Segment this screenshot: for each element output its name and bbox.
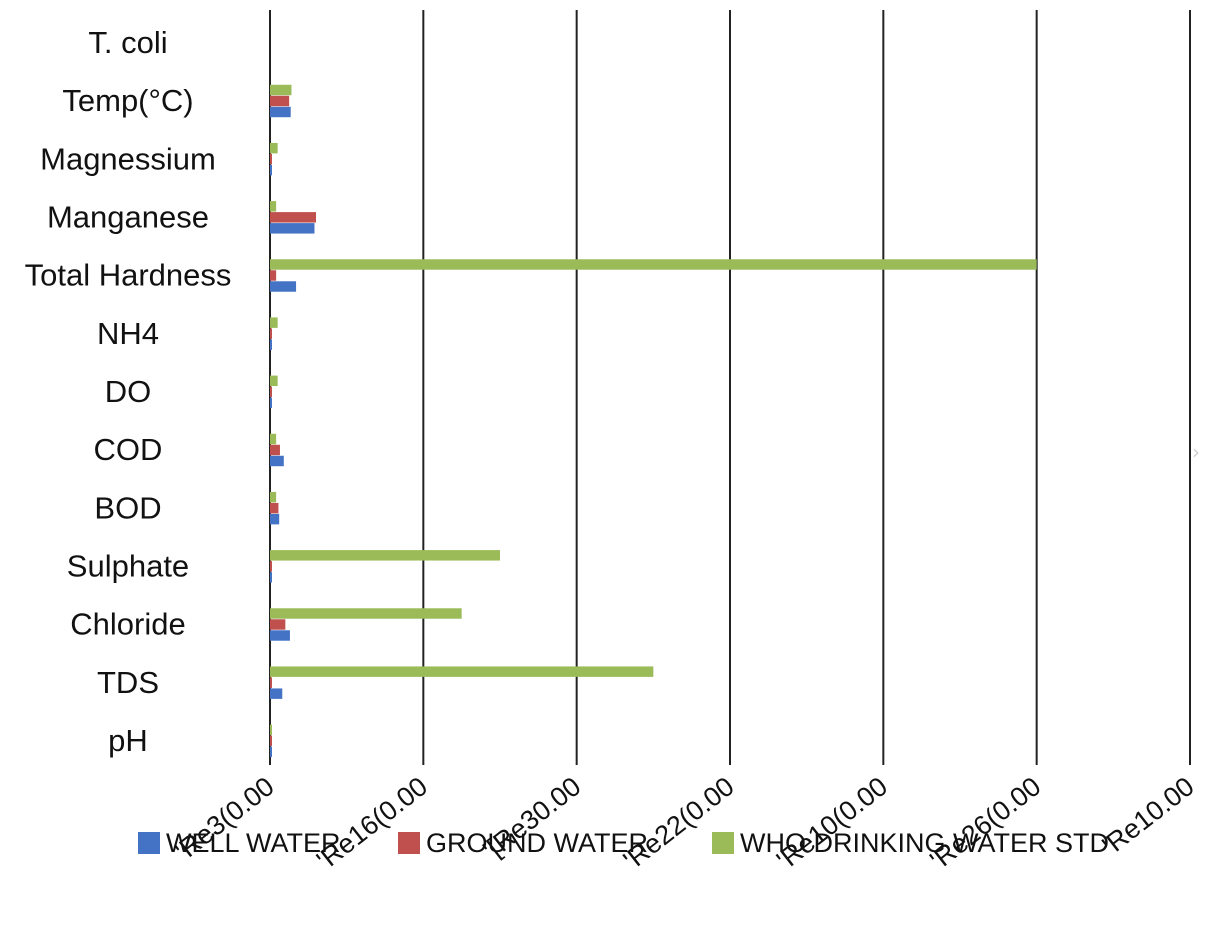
bar: [270, 688, 283, 699]
bar: [270, 153, 272, 165]
bar: [270, 339, 272, 350]
category-label: Magnessium: [40, 141, 216, 176]
category-label: T. coli: [88, 25, 167, 60]
category-labels: pH TDS Chloride Sulphate BOD COD DO NH4 Total Ha…: [25, 25, 232, 758]
legend-swatch: [712, 832, 734, 854]
bar: [270, 491, 277, 503]
bar: [270, 317, 278, 328]
x-tick-label: 'Re22(0.00: [618, 771, 740, 875]
x-tick-label: 'Re10.00: [1097, 771, 1200, 861]
bar: [270, 201, 277, 212]
x-tick-label: 'Re10(0.00: [771, 771, 893, 875]
bar: [270, 513, 280, 525]
bar: [270, 106, 291, 118]
category-label: NH4: [97, 316, 159, 351]
category-label: Total Hardness: [25, 258, 232, 293]
category-label: TDS: [97, 665, 159, 700]
legend-label: WHO DRINKING WATER STD: [740, 828, 1109, 858]
bar: [270, 281, 297, 292]
bar: [270, 375, 278, 387]
bar: [270, 270, 277, 281]
bar: [270, 677, 272, 688]
bar: [270, 619, 286, 630]
legend-label: GROUND WATER: [426, 828, 648, 858]
bar: [270, 502, 279, 514]
bar: [270, 572, 272, 583]
bar: [270, 259, 1037, 270]
gridlines: [269, 10, 1191, 765]
category-label: pH: [108, 723, 148, 758]
bars: [270, 84, 1037, 758]
bar: [270, 455, 284, 467]
bar: [270, 328, 272, 339]
category-label: DO: [105, 374, 152, 409]
category-label: BOD: [94, 490, 161, 525]
bar: [270, 746, 272, 758]
x-tick-label: 'Re26(0.00: [924, 771, 1046, 875]
bar: [270, 561, 272, 572]
bar: [270, 386, 272, 398]
bar: [270, 212, 316, 223]
legend-swatch: [398, 832, 420, 854]
x-tick-label: 'Re16(0.00: [311, 771, 433, 875]
legend-label: WELL WATER: [166, 828, 341, 858]
bar: [270, 724, 272, 736]
legend: WELL WATER GROUND WATER WHO DRINKING WATER…: [138, 828, 1109, 858]
category-label: Chloride: [70, 607, 185, 642]
bar: [270, 433, 277, 445]
category-label: COD: [94, 432, 163, 467]
bar: [270, 95, 290, 107]
category-label: Sulphate: [67, 549, 189, 584]
bar: [270, 142, 278, 154]
bar: [270, 164, 272, 176]
bar: [270, 397, 272, 409]
bar: [270, 608, 462, 619]
bar: [270, 630, 290, 641]
category-label: Temp(°C): [62, 83, 193, 118]
category-label: Manganese: [47, 200, 209, 235]
chevron-right-icon[interactable]: ›: [1192, 440, 1200, 464]
tick-labels: 'Re3(0.00 'Re16(0.00 '[Re30.00 'Re22(0.00 'R…: [170, 771, 1200, 875]
bar: [270, 444, 280, 456]
legend-swatch: [138, 832, 160, 854]
bar: [270, 735, 272, 747]
bar: [270, 666, 654, 677]
bar: [270, 550, 500, 561]
bar: [270, 84, 292, 96]
bar: [270, 223, 315, 234]
